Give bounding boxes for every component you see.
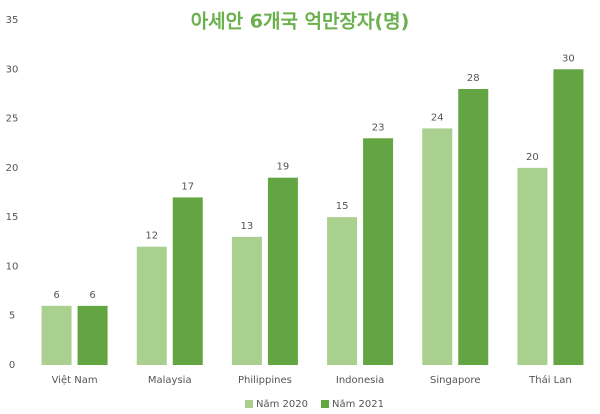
y-tick-label: 30 (6, 64, 19, 75)
bar (517, 167, 548, 365)
value-label: 30 (562, 53, 575, 64)
bar (41, 305, 72, 365)
y-tick-label: 35 (6, 15, 19, 26)
bar (77, 305, 108, 365)
legend-label: Năm 2020 (256, 399, 308, 410)
chart-title: 아세안 6개국 억만장자(명) (191, 11, 410, 33)
y-tick-label: 0 (9, 360, 15, 371)
legend-swatch (320, 400, 329, 408)
value-label: 15 (336, 201, 349, 212)
x-tick-label: Philippines (238, 375, 292, 386)
value-label: 24 (431, 112, 444, 123)
y-tick-label: 10 (6, 261, 19, 272)
legend-label: Năm 2021 (332, 399, 384, 410)
value-label: 6 (53, 290, 59, 301)
bar (136, 246, 167, 365)
bar (363, 138, 394, 365)
x-tick-label: Việt Nam (52, 374, 98, 386)
x-tick-label: Singapore (430, 375, 480, 386)
value-label: 28 (467, 73, 480, 84)
y-tick-label: 20 (6, 163, 19, 174)
bar (267, 177, 298, 365)
x-tick-label: Malaysia (148, 375, 192, 386)
legend-swatch (245, 400, 253, 408)
value-label: 12 (145, 231, 158, 242)
value-label: 23 (372, 122, 385, 133)
y-tick-label: 25 (6, 114, 19, 125)
value-label: 19 (277, 162, 290, 173)
bar (458, 89, 489, 365)
y-tick-label: 5 (9, 311, 15, 322)
x-tick-label: Indonesia (336, 375, 384, 386)
value-label: 20 (526, 152, 539, 163)
bar (172, 197, 203, 365)
value-label: 17 (181, 181, 194, 192)
bar (231, 236, 262, 365)
value-label: 6 (89, 290, 95, 301)
value-label: 13 (241, 221, 254, 232)
bar (422, 128, 453, 365)
y-tick-label: 15 (6, 212, 19, 223)
x-tick-label: Thái Lan (528, 374, 572, 386)
bar (553, 69, 584, 366)
bar (327, 217, 358, 365)
